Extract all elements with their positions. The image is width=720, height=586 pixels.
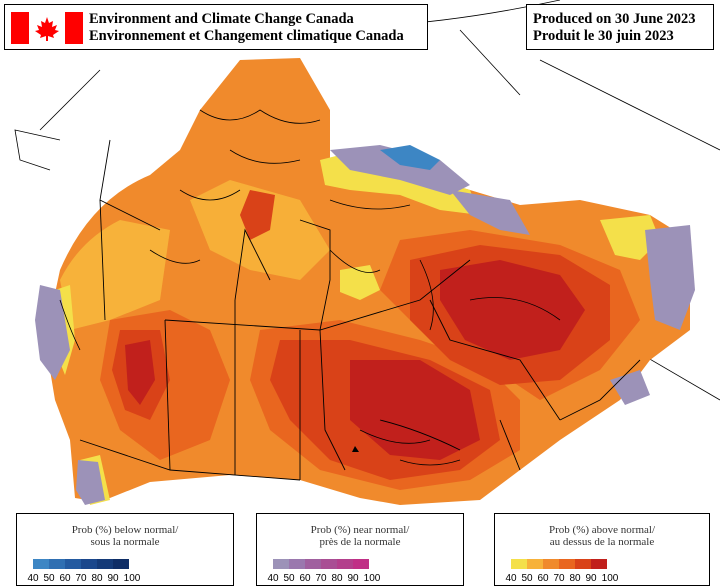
legend-near-swatch	[321, 559, 337, 569]
legend-below-swatch	[33, 559, 49, 569]
legend-below-swatch	[113, 559, 129, 569]
region-below-normal-arctic	[380, 145, 440, 170]
legend-near-swatch	[337, 559, 353, 569]
region-red-arctic	[240, 190, 275, 240]
legend-above-ticks: 40 50 60 70 80 90 100	[503, 573, 621, 584]
legend-near-swatches	[273, 559, 369, 569]
legend-above-swatch	[543, 559, 559, 569]
region-light-orange-west	[60, 220, 170, 330]
legend-above-tick: 60	[537, 573, 549, 584]
legend-above-tick: 90	[585, 573, 597, 584]
legend-below-tick: 60	[59, 573, 71, 584]
legend-near-tick: 40	[267, 573, 279, 584]
legend-near-tick: 70	[315, 573, 327, 584]
legend-below-title-en: Prob (%) below normal/	[71, 524, 179, 536]
legend-near-swatch	[353, 559, 369, 569]
legend-near-tick: 80	[331, 573, 343, 584]
legend-below-ticks: 40 50 60 70 80 90 100	[25, 573, 143, 584]
legend-above-tick: 40	[505, 573, 517, 584]
legend-near-swatch	[305, 559, 321, 569]
legend-near-swatch	[289, 559, 305, 569]
legend-below-swatches	[33, 559, 129, 569]
legend-below-normal: Prob (%) below normal/ sous la normale 4…	[16, 513, 234, 586]
region-near-normal-east	[645, 225, 695, 330]
legend-below-swatch	[65, 559, 81, 569]
legend-below-tick: 40	[27, 573, 39, 584]
legend-near-tick: 50	[283, 573, 295, 584]
legend-below-title-fr: sous la normale	[90, 536, 160, 548]
agency-name-fr: Environnement et Changement climatique C…	[89, 28, 404, 44]
legend-above-swatch	[575, 559, 591, 569]
legend-near-swatch	[273, 559, 289, 569]
legend-above-title-en: Prob (%) above normal/	[549, 524, 655, 536]
legend-above-swatch	[527, 559, 543, 569]
region-dark-red-central	[350, 360, 480, 460]
forecast-field	[35, 58, 695, 505]
agency-header: Environment and Climate Change Canada En…	[4, 4, 428, 50]
produced-date-fr: Produit le 30 juin 2023	[533, 28, 674, 44]
legend-near-title-fr: près de la normale	[319, 536, 401, 548]
region-dark-red-east	[440, 260, 585, 360]
legend-below-swatch	[81, 559, 97, 569]
canada-flag-icon	[11, 12, 83, 44]
legend-near-tick: 100	[363, 573, 381, 584]
capital-marker-icon	[352, 446, 359, 452]
region-yellow-east	[600, 215, 660, 260]
legend-below-tick: 90	[107, 573, 119, 584]
legend-above-normal: Prob (%) above normal/ au dessus de la n…	[494, 513, 710, 586]
legend-above-tick: 100	[601, 573, 619, 584]
region-dark-red-west	[125, 340, 155, 405]
region-near-normal-southwest	[76, 460, 105, 505]
boundaries	[79, 139, 641, 481]
legend-above-tick: 70	[553, 573, 565, 584]
legend-above-swatch	[591, 559, 607, 569]
legend-above-title-fr: au dessus de la normale	[549, 536, 655, 548]
region-near-normal-arctic	[330, 145, 470, 195]
legend-above-tick: 80	[569, 573, 581, 584]
legend-below-tick: 100	[123, 573, 141, 584]
region-yellow-central	[340, 265, 380, 300]
legend-near-tick: 90	[347, 573, 359, 584]
legend-above-swatches	[511, 559, 607, 569]
produced-date-en: Produced on 30 June 2023	[533, 11, 696, 27]
legend-near-ticks: 40 50 60 70 80 90 100	[265, 573, 383, 584]
region-near-normal-southeast	[610, 370, 650, 405]
legend-below-swatch	[97, 559, 113, 569]
production-date-box: Produced on 30 June 2023 Produit le 30 j…	[526, 4, 714, 50]
legend-near-title-en: Prob (%) near normal/	[310, 524, 410, 536]
legend-below-tick: 70	[75, 573, 87, 584]
legend-below-tick: 80	[91, 573, 103, 584]
legend-above-tick: 50	[521, 573, 533, 584]
legend-near-normal: Prob (%) near normal/ près de la normale…	[256, 513, 464, 586]
coastlines	[59, 109, 561, 466]
agency-name-en: Environment and Climate Change Canada	[89, 11, 354, 27]
legend-above-swatch	[511, 559, 527, 569]
region-near-normal-baffin	[450, 190, 530, 235]
legend-below-tick: 50	[43, 573, 55, 584]
legend-below-swatch	[49, 559, 65, 569]
legend-near-tick: 60	[299, 573, 311, 584]
region-near-normal-west-coast	[35, 285, 70, 380]
legend-above-swatch	[559, 559, 575, 569]
